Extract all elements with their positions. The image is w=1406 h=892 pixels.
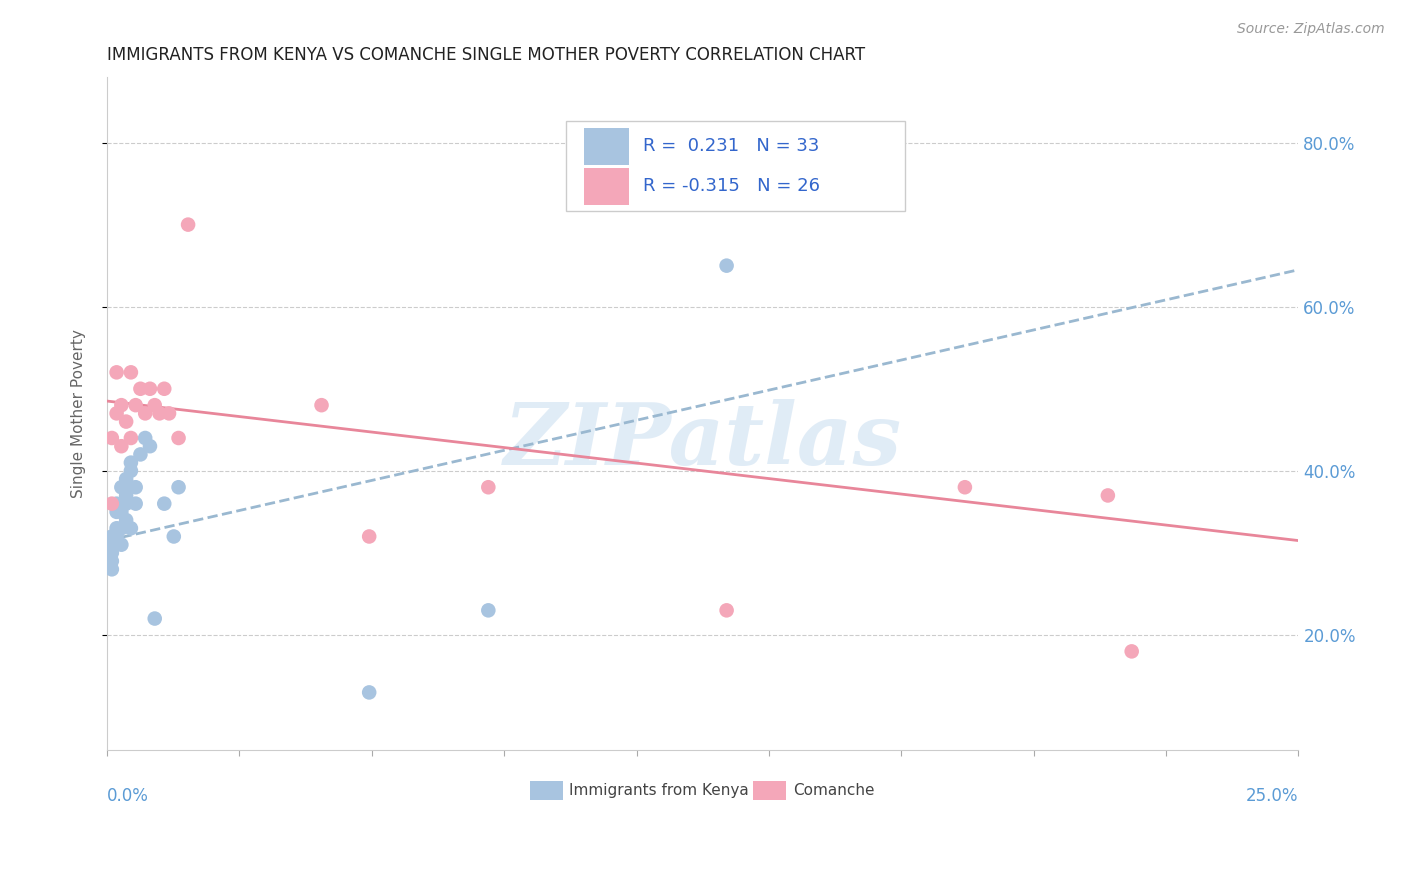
Point xyxy=(716,259,738,273)
Point xyxy=(153,497,176,511)
Point xyxy=(716,603,738,617)
Point xyxy=(101,538,124,552)
Point xyxy=(105,505,128,519)
Point xyxy=(1121,644,1143,658)
Point xyxy=(359,529,381,543)
FancyBboxPatch shape xyxy=(583,168,628,204)
Point xyxy=(115,497,138,511)
Point xyxy=(129,382,152,396)
Point xyxy=(120,521,142,535)
Point xyxy=(120,431,142,445)
Point xyxy=(110,521,132,535)
Point xyxy=(110,480,132,494)
Point xyxy=(115,415,138,429)
Point xyxy=(101,431,124,445)
Text: 0.0%: 0.0% xyxy=(107,787,149,805)
Point xyxy=(139,382,162,396)
Point xyxy=(124,398,146,412)
Point xyxy=(110,439,132,453)
Point xyxy=(105,497,128,511)
Point xyxy=(167,431,190,445)
FancyBboxPatch shape xyxy=(583,128,628,165)
Point xyxy=(1097,488,1119,502)
Point xyxy=(129,447,152,461)
Text: Immigrants from Kenya: Immigrants from Kenya xyxy=(569,783,749,797)
Point xyxy=(167,480,190,494)
Point xyxy=(105,521,128,535)
Point xyxy=(101,546,124,560)
Point xyxy=(110,538,132,552)
Point xyxy=(148,406,170,420)
FancyBboxPatch shape xyxy=(565,120,905,211)
Text: ZIPatlas: ZIPatlas xyxy=(503,399,901,482)
Point xyxy=(477,603,499,617)
Point xyxy=(115,513,138,527)
Point xyxy=(105,365,128,379)
Point xyxy=(120,365,142,379)
Point xyxy=(101,554,124,568)
Text: IMMIGRANTS FROM KENYA VS COMANCHE SINGLE MOTHER POVERTY CORRELATION CHART: IMMIGRANTS FROM KENYA VS COMANCHE SINGLE… xyxy=(107,46,865,64)
Point xyxy=(134,431,156,445)
Point xyxy=(120,456,142,470)
Point xyxy=(101,562,124,576)
Point xyxy=(143,398,166,412)
FancyBboxPatch shape xyxy=(752,781,786,800)
Point xyxy=(177,218,200,232)
Point xyxy=(120,480,142,494)
Y-axis label: Single Mother Poverty: Single Mother Poverty xyxy=(72,329,86,498)
FancyBboxPatch shape xyxy=(530,781,564,800)
Point xyxy=(105,406,128,420)
Point xyxy=(143,611,166,625)
Point xyxy=(124,497,146,511)
Point xyxy=(359,685,381,699)
Point xyxy=(101,529,124,543)
Point xyxy=(120,464,142,478)
Point xyxy=(139,439,162,453)
Point xyxy=(311,398,333,412)
Point xyxy=(153,382,176,396)
Point xyxy=(110,398,132,412)
Point xyxy=(163,529,186,543)
Text: 25.0%: 25.0% xyxy=(1246,787,1299,805)
Point xyxy=(110,505,132,519)
Point xyxy=(157,406,180,420)
Text: R =  0.231   N = 33: R = 0.231 N = 33 xyxy=(643,137,820,155)
Point xyxy=(115,472,138,486)
Text: Source: ZipAtlas.com: Source: ZipAtlas.com xyxy=(1237,22,1385,37)
Text: Comanche: Comanche xyxy=(793,783,875,797)
Point xyxy=(134,406,156,420)
Point xyxy=(101,497,124,511)
Point xyxy=(124,480,146,494)
Point xyxy=(953,480,976,494)
Point xyxy=(105,529,128,543)
Point xyxy=(477,480,499,494)
Point xyxy=(115,488,138,502)
Text: R = -0.315   N = 26: R = -0.315 N = 26 xyxy=(643,177,820,195)
